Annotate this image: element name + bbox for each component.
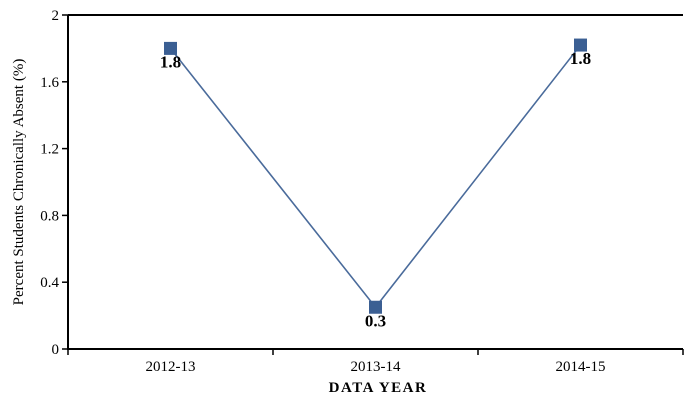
- y-axis-title: Percent Students Chronically Absent (%): [11, 59, 27, 306]
- y-tick-label: 1.2: [40, 142, 59, 158]
- data-point-label: 0.3: [365, 311, 386, 330]
- y-tick-label: 0.4: [40, 275, 59, 291]
- y-tick-label: 2: [52, 8, 60, 24]
- data-point-label: 1.8: [570, 49, 591, 68]
- x-tick-label: 2013-14: [351, 359, 401, 375]
- chart-axes: [62, 14, 684, 355]
- x-tick-labels: 2012-13 2013-14 2014-15: [146, 359, 606, 375]
- data-point-marker: [369, 300, 382, 314]
- data-point-marker: [164, 41, 177, 55]
- data-markers: [164, 38, 587, 314]
- series-lines: [169, 44, 582, 309]
- data-labels: 1.8 0.3 1.8: [160, 49, 591, 330]
- x-tick-label: 2012-13: [146, 359, 196, 375]
- series-line: [169, 44, 582, 309]
- data-point-label: 1.8: [160, 52, 181, 71]
- data-point-marker: [574, 38, 587, 52]
- y-tick-label: 0.8: [40, 208, 59, 224]
- x-axis-title: DATA YEAR: [329, 380, 428, 396]
- y-tick-labels: 0 0.4 0.8 1.2 1.6 2: [40, 8, 59, 358]
- y-tick-label: 1.6: [40, 75, 59, 91]
- y-tick-label: 0: [52, 342, 60, 358]
- x-tick-label: 2014-15: [556, 359, 606, 375]
